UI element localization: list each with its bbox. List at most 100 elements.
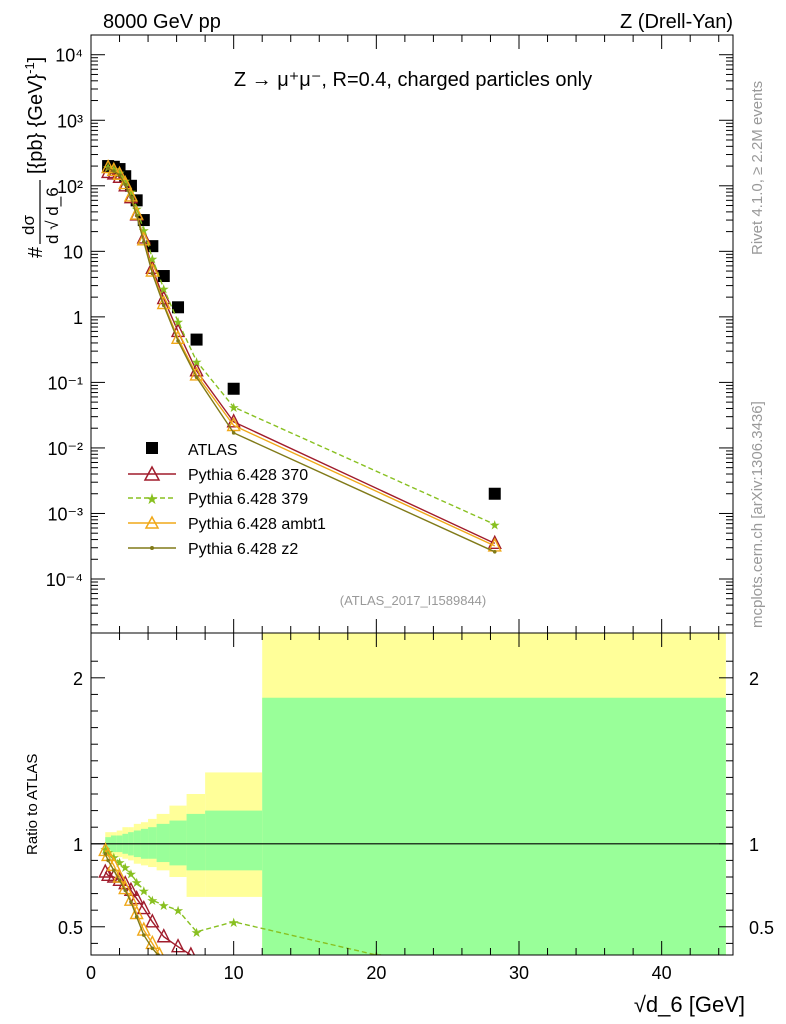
- point-pythia-6-428-z2-6: [141, 239, 146, 244]
- legend-label-379: Pythia 6.428 379: [188, 491, 308, 508]
- svg-text:d √ d_6: d √ d_6: [43, 187, 62, 244]
- xtick-label: 10: [224, 963, 244, 983]
- point-pythia-6-428-ambt1-7: [145, 262, 160, 277]
- point-pythia-6-428-z2-8: [161, 303, 166, 308]
- point-pythia-6-428-ambt1-9: [170, 329, 186, 345]
- point-pythia-6-428-379-12: ★: [489, 517, 501, 532]
- ratio-inner-band-10: [186, 813, 206, 871]
- rivet-version-label: Rivet 4.1.0, ≥ 2.2M events: [749, 81, 766, 255]
- main-plot-content: ★★★★★★★★★★★★★: [100, 158, 502, 554]
- ylabel-numerator: dσ: [19, 215, 38, 235]
- point-pythia-6-428-ambt1-8: [156, 294, 171, 310]
- point-pythia-6-428-379-6: ★: [138, 223, 150, 238]
- ytick-label: 10²: [57, 177, 83, 197]
- ylabel-exp: -1: [22, 62, 37, 74]
- ratio-point-pythia-6-428-379-4: ★: [119, 860, 131, 875]
- legend: ATLAS Pythia 6.428 370 ★ Pythia 6.428 37…: [128, 442, 326, 558]
- ratio-point-pythia-6-428-379-8: ★: [147, 893, 159, 908]
- ytick-label: 10: [63, 242, 83, 262]
- ratio-inner-band-7: [148, 827, 157, 859]
- point-pythia-6-428-379-3: ★: [119, 174, 131, 189]
- ratio-y-ticks: 0.5 0.5 1 1 2 2: [58, 660, 774, 944]
- ratio-point-pythia-6-428-379-1: ★: [102, 845, 114, 860]
- point-pythia-6-428-z2-9: [176, 339, 180, 343]
- point-pythia-6-428-379-2: ★: [114, 165, 126, 180]
- point-pythia-6-428-ambt1-6: [136, 231, 151, 246]
- point-pythia-6-428-z2-12: [492, 550, 497, 554]
- x-axis-label: √d_6 [GeV]: [634, 992, 745, 1017]
- point-pythia-6-428-379-8: ★: [158, 282, 170, 297]
- ratio-y-label: Ratio to ATLAS: [24, 754, 41, 855]
- svg-text:#: #: [25, 246, 47, 258]
- ylabel-prefix: #: [25, 246, 47, 258]
- legend-marker-370: [143, 465, 161, 481]
- ytick-label: 10⁴: [55, 46, 83, 66]
- point-pythia-6-428-ambt1-5: [129, 205, 144, 220]
- process-label: Z (Drell-Yan): [620, 11, 733, 33]
- point-pythia-6-428-379-5: ★: [131, 202, 143, 217]
- ytick-label: 10⁻¹: [47, 373, 83, 393]
- ratio-inner-band-8: [156, 823, 170, 863]
- ratio-point-pythia-6-428-379-10: ★: [172, 903, 184, 918]
- ratio-point-pythia-6-428-z2-7: [141, 933, 146, 937]
- analysis-id: (ATLAS_2017_I1589844): [340, 593, 486, 608]
- ratio-point-pythia-6-428-379-5: ★: [125, 867, 137, 882]
- ratio-series-group: ★★★★★★★★★ ★ ★★★★: [98, 842, 382, 955]
- legend-label-ambt1: Pythia 6.428 ambt1: [188, 516, 326, 533]
- ylabel-units: [{pb} {GeV}: [25, 74, 47, 174]
- point-pythia-6-428-370-12: [487, 534, 502, 550]
- point-pythia-6-428-ambt1-11: [226, 416, 241, 432]
- point-pythia-6-428-z2-7: [150, 271, 155, 276]
- ratio-point-pythia-6-428-370-9: [156, 928, 171, 943]
- point-pythia-6-428-370-4: [123, 189, 139, 204]
- ratio-ytick-label-right: 0.5: [749, 918, 774, 938]
- legend-label-370: Pythia 6.428 370: [188, 467, 308, 484]
- point-atlas-12: [488, 487, 501, 500]
- ratio-point-pythia-6-428-379-6: ★: [131, 875, 143, 890]
- point-pythia-6-428-z2-0: [106, 166, 110, 171]
- point-atlas-11: [227, 382, 240, 395]
- point-pythia-6-428-z2-11: [231, 431, 236, 435]
- ratio-point-pythia-6-428-370-3: [112, 871, 127, 887]
- point-pythia-6-428-379-10: ★: [191, 354, 203, 369]
- point-pythia-6-428-379-9: ★: [172, 314, 184, 329]
- point-pythia-6-428-ambt1-0: [100, 158, 116, 174]
- ytick-label: 10⁻³: [47, 504, 83, 524]
- point-pythia-6-428-z2-4: [129, 195, 133, 199]
- ratio-point-pythia-6-428-379-11: ★: [191, 925, 203, 940]
- legend-label-atlas: ATLAS: [188, 442, 238, 459]
- legend-marker-ambt1: [144, 515, 160, 529]
- series-line-pythia-6-428-379: [107, 166, 496, 526]
- xtick-label: 40: [652, 963, 672, 983]
- ratio-point-pythia-6-428-370-11: [186, 946, 196, 955]
- ratio-point-pythia-6-428-z2-1: [106, 858, 110, 863]
- ratio-point-pythia-6-428-379-12: ★: [228, 915, 240, 930]
- point-pythia-6-428-z2-1: [112, 169, 116, 173]
- ratio-point-pythia-6-428-z2-5: [129, 900, 133, 904]
- ylabel-den-d: d: [43, 235, 62, 244]
- ratio-point-pythia-6-428-z2-0: [103, 851, 108, 856]
- main-y-label: # dσ d √ d_6 [{pb} {GeV}-1]: [19, 57, 62, 258]
- point-pythia-6-428-ambt1-3: [118, 175, 133, 190]
- ratio-point-pythia-6-428-379-9: ★: [158, 898, 170, 913]
- point-atlas-10: [190, 333, 203, 346]
- ratio-point-pythia-6-428-370-10: [170, 938, 186, 953]
- x-axis-sqrt: √: [634, 992, 647, 1017]
- ratio-line-pythia-6-428-z2: [104, 853, 159, 955]
- ytick-label: 10³: [57, 111, 83, 131]
- ratio-inner-band-11: [205, 810, 263, 871]
- point-pythia-6-428-379-7: ★: [147, 251, 159, 266]
- ratio-point-pythia-6-428-ambt1-4: [118, 880, 133, 895]
- ylabel-close: ]: [25, 57, 47, 63]
- ratio-inner-band-9: [169, 820, 187, 866]
- point-atlas-8: [157, 270, 170, 283]
- point-pythia-6-428-379-11: ★: [228, 400, 240, 415]
- svg-text:[{pb} {GeV}-1]: [{pb} {GeV}-1]: [22, 57, 47, 174]
- ratio-ytick-label-right: 2: [749, 669, 759, 689]
- ytick-label: 1: [73, 308, 83, 328]
- point-pythia-6-428-379-4: ★: [125, 184, 137, 199]
- xtick-label: 30: [509, 963, 529, 983]
- ratio-point-pythia-6-428-z2-8: [150, 946, 155, 951]
- ratio-ytick-label-left: 2: [73, 669, 83, 689]
